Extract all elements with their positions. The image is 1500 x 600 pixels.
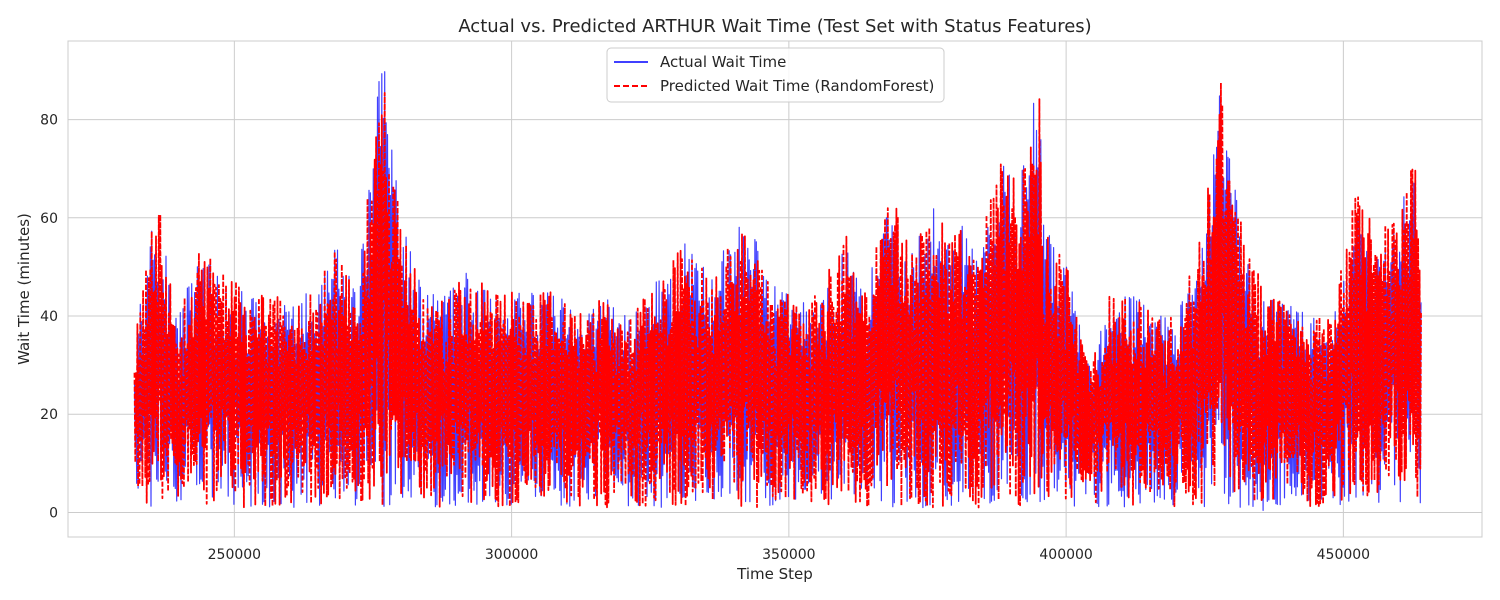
legend: Actual Wait Time Predicted Wait Time (Ra…	[606, 47, 945, 103]
x-tick-label: 350000	[762, 547, 815, 563]
series-line-predicted	[133, 82, 1422, 509]
plot-frame	[67, 40, 1483, 538]
y-tick-label: 0	[49, 505, 58, 521]
y-tick-label: 80	[40, 113, 58, 129]
x-tick-label: 300000	[485, 547, 538, 563]
legend-label-actual: Actual Wait Time	[660, 53, 786, 71]
y-axis-label: Wait Time (minutes)	[15, 213, 33, 365]
series-line-actual	[133, 71, 1422, 511]
x-axis-ticks: 250000 300000 350000 400000 450000	[208, 547, 1370, 563]
chart-title: Actual vs. Predicted ARTHUR Wait Time (T…	[458, 16, 1091, 37]
legend-label-predicted: Predicted Wait Time (RandomForest)	[660, 77, 934, 95]
x-tick-label: 400000	[1039, 547, 1092, 563]
x-axis-label: Time Step	[736, 565, 813, 583]
legend-box	[606, 47, 945, 103]
x-tick-label: 250000	[208, 547, 261, 563]
series-layer	[133, 71, 1422, 511]
y-axis-ticks: 0 20 40 60 80	[40, 113, 58, 522]
y-tick-label: 40	[40, 309, 58, 325]
y-tick-label: 60	[40, 211, 58, 227]
x-tick-label: 450000	[1317, 547, 1370, 563]
y-tick-label: 20	[40, 407, 58, 423]
